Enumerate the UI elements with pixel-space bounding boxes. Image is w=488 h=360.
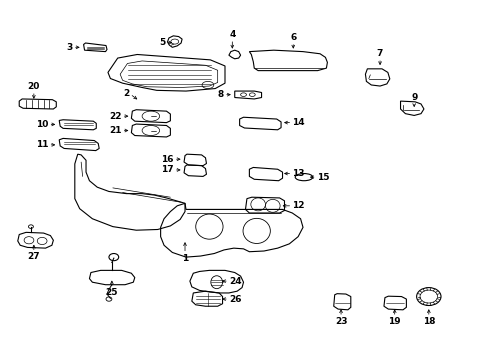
Text: 17: 17 (161, 166, 173, 175)
Text: 18: 18 (422, 317, 434, 326)
Text: 27: 27 (27, 252, 40, 261)
Text: 12: 12 (292, 201, 304, 210)
Text: 9: 9 (410, 93, 417, 102)
Text: 14: 14 (292, 118, 305, 127)
Text: 25: 25 (105, 288, 118, 297)
Text: 22: 22 (109, 112, 122, 121)
Text: 26: 26 (228, 294, 241, 303)
Text: 21: 21 (109, 126, 122, 135)
Text: 19: 19 (387, 317, 400, 326)
Text: 1: 1 (182, 253, 188, 262)
Text: 4: 4 (229, 30, 235, 39)
Text: 23: 23 (334, 317, 346, 326)
Text: 16: 16 (161, 155, 173, 164)
Text: 7: 7 (376, 49, 383, 58)
Text: 20: 20 (28, 82, 40, 91)
Text: 6: 6 (289, 33, 296, 42)
Text: 24: 24 (228, 276, 241, 285)
Text: 2: 2 (123, 89, 130, 98)
Text: 10: 10 (36, 120, 48, 129)
Text: 13: 13 (292, 169, 304, 178)
Text: 5: 5 (159, 38, 165, 47)
Text: 8: 8 (217, 90, 224, 99)
Text: 3: 3 (66, 43, 73, 52)
Text: 15: 15 (316, 173, 328, 182)
Text: 11: 11 (36, 140, 48, 149)
